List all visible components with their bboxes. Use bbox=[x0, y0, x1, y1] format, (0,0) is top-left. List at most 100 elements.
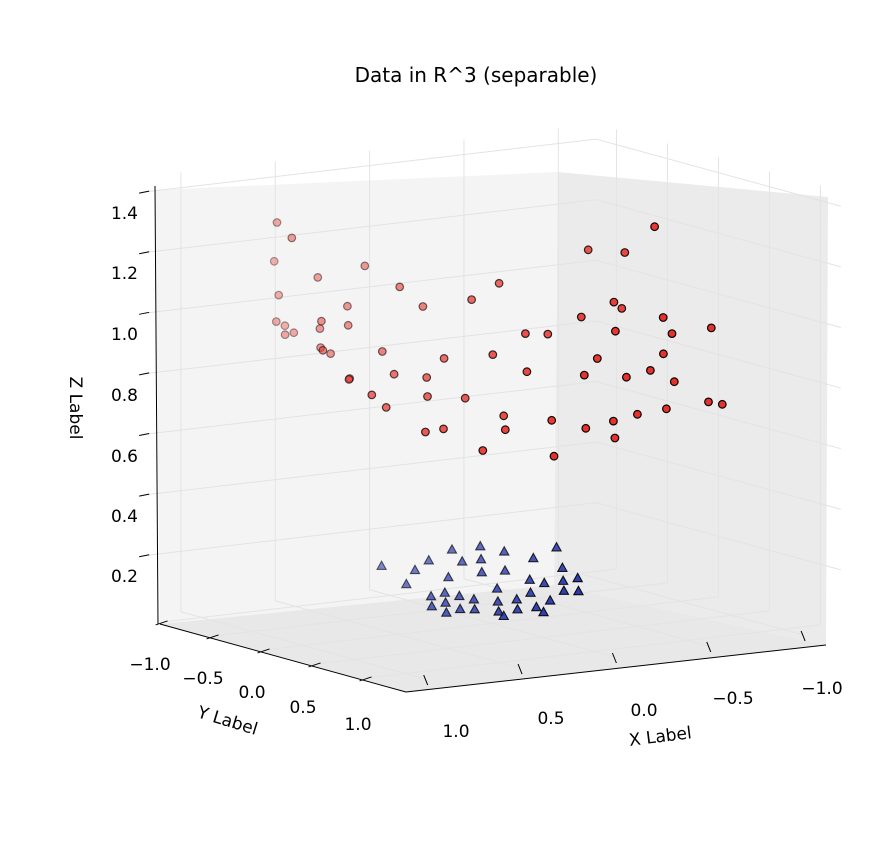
data-point-triangle bbox=[454, 603, 466, 614]
data-point-triangle bbox=[423, 554, 435, 565]
data-point-circle bbox=[620, 248, 630, 257]
x-tick-mark bbox=[800, 630, 806, 642]
data-point-triangle bbox=[426, 600, 438, 611]
z-grid-line bbox=[143, 380, 841, 450]
data-point-circle bbox=[467, 295, 477, 305]
data-point-circle bbox=[318, 345, 328, 355]
data-point-circle bbox=[439, 354, 449, 363]
data-point-triangle bbox=[440, 606, 452, 617]
y-tick-label: −1.0 bbox=[129, 655, 170, 675]
y-tick-mark bbox=[359, 676, 372, 682]
data-point-circle bbox=[494, 278, 504, 288]
y-tick-mark bbox=[257, 648, 270, 654]
y-tick-mark bbox=[155, 620, 168, 626]
x-tick-labels: 1.0 0.5 0.0 −0.5 −1.0 bbox=[442, 679, 842, 742]
data-point-circle bbox=[287, 233, 297, 243]
data-point-triangle bbox=[446, 543, 458, 554]
data-point-triangle bbox=[468, 593, 480, 604]
data-point-circle bbox=[662, 404, 671, 414]
data-point-triangle bbox=[524, 573, 536, 584]
data-point-circle bbox=[522, 367, 532, 377]
data-point-triangle bbox=[498, 610, 510, 621]
data-point-circle bbox=[289, 328, 299, 338]
y-grid-line bbox=[265, 157, 719, 651]
data-point-triangle bbox=[476, 566, 488, 577]
x-grid-line bbox=[463, 139, 709, 647]
data-point-circle bbox=[658, 313, 668, 322]
data-point-triangle bbox=[538, 577, 550, 588]
data-point-triangle bbox=[556, 561, 568, 572]
data-point-circle bbox=[611, 326, 620, 336]
y-axis-line bbox=[159, 623, 407, 693]
x-tick-mark bbox=[611, 652, 617, 664]
z-grid-line bbox=[143, 138, 841, 207]
chart-title: Data in R^3 (separable) bbox=[355, 63, 598, 87]
x-tick-marks bbox=[423, 630, 806, 686]
data-point-circle bbox=[592, 354, 602, 363]
data-point-circle bbox=[395, 282, 405, 292]
data-point-circle bbox=[269, 256, 279, 266]
data-point-circle bbox=[343, 320, 353, 330]
z-tick-mark bbox=[139, 433, 150, 437]
z-grid-line bbox=[143, 199, 841, 268]
data-point-circle bbox=[271, 317, 281, 327]
data-point-circle bbox=[499, 411, 509, 421]
x-grid-line bbox=[274, 161, 521, 669]
data-point-triangle bbox=[572, 585, 584, 596]
data-point-triangle bbox=[456, 555, 468, 566]
x-tick-label: −1.0 bbox=[801, 679, 842, 699]
z-tick-mark bbox=[139, 493, 150, 497]
x-axis-label: X Label bbox=[628, 723, 693, 751]
y-grid-line bbox=[316, 171, 770, 665]
data-point-circle bbox=[547, 415, 557, 425]
data-point-triangle bbox=[409, 564, 421, 575]
data-point-circle bbox=[659, 349, 668, 359]
data-point-triangle bbox=[453, 590, 465, 601]
data-point-circle bbox=[549, 451, 559, 461]
data-point-triangle bbox=[439, 586, 451, 597]
data-point-triangle bbox=[442, 571, 454, 582]
data-point-triangle bbox=[557, 574, 569, 585]
data-point-triangle bbox=[511, 603, 524, 614]
y-axis-label: Y Label bbox=[194, 702, 260, 739]
data-point-circle bbox=[422, 373, 432, 382]
data-point-triangle bbox=[498, 545, 510, 556]
data-point-circle bbox=[650, 222, 659, 232]
data-point-circle bbox=[633, 409, 642, 419]
data-point-circle bbox=[274, 290, 284, 300]
data-point-circle bbox=[280, 321, 290, 331]
x-tick-label: 0.0 bbox=[630, 701, 657, 721]
data-point-circle bbox=[377, 347, 387, 356]
data-point-triangle bbox=[524, 586, 537, 597]
data-point-circle bbox=[706, 323, 716, 333]
data-point-circle bbox=[543, 329, 553, 339]
data-point-circle bbox=[617, 304, 627, 313]
y-tick-marks bbox=[155, 620, 372, 682]
axis-panes bbox=[155, 172, 828, 692]
data-point-circle bbox=[272, 218, 282, 227]
y-tick-labels: −1.0 −0.5 0.0 0.5 1.0 bbox=[129, 655, 371, 735]
data-point-circle bbox=[622, 372, 631, 382]
z-tick-label: 0.2 bbox=[111, 567, 138, 587]
z-grid-line bbox=[143, 320, 841, 389]
z-grid-line bbox=[143, 502, 841, 571]
y-grid-line bbox=[163, 129, 617, 623]
data-point-circle bbox=[313, 273, 323, 282]
z-tick-labels: 0.2 0.4 0.6 0.8 1.0 1.2 1.4 bbox=[111, 204, 138, 587]
z-tick-label: 1.4 bbox=[111, 204, 138, 224]
data-point-circle bbox=[344, 375, 354, 384]
x-grid-line bbox=[369, 150, 615, 658]
x-tick-mark bbox=[706, 641, 712, 653]
data-point-circle bbox=[576, 312, 586, 322]
z-tick-mark bbox=[139, 372, 150, 376]
data-point-triangle bbox=[492, 595, 504, 606]
z-tick-label: 0.6 bbox=[111, 447, 138, 467]
z-tick-label: 1.2 bbox=[111, 264, 138, 284]
data-point-circle bbox=[343, 301, 352, 311]
data-point-circle bbox=[581, 423, 591, 433]
data-point-circle bbox=[521, 329, 530, 339]
z-tick-mark bbox=[139, 554, 150, 558]
y-grid-line bbox=[367, 185, 821, 679]
data-point-triangle bbox=[425, 590, 437, 601]
